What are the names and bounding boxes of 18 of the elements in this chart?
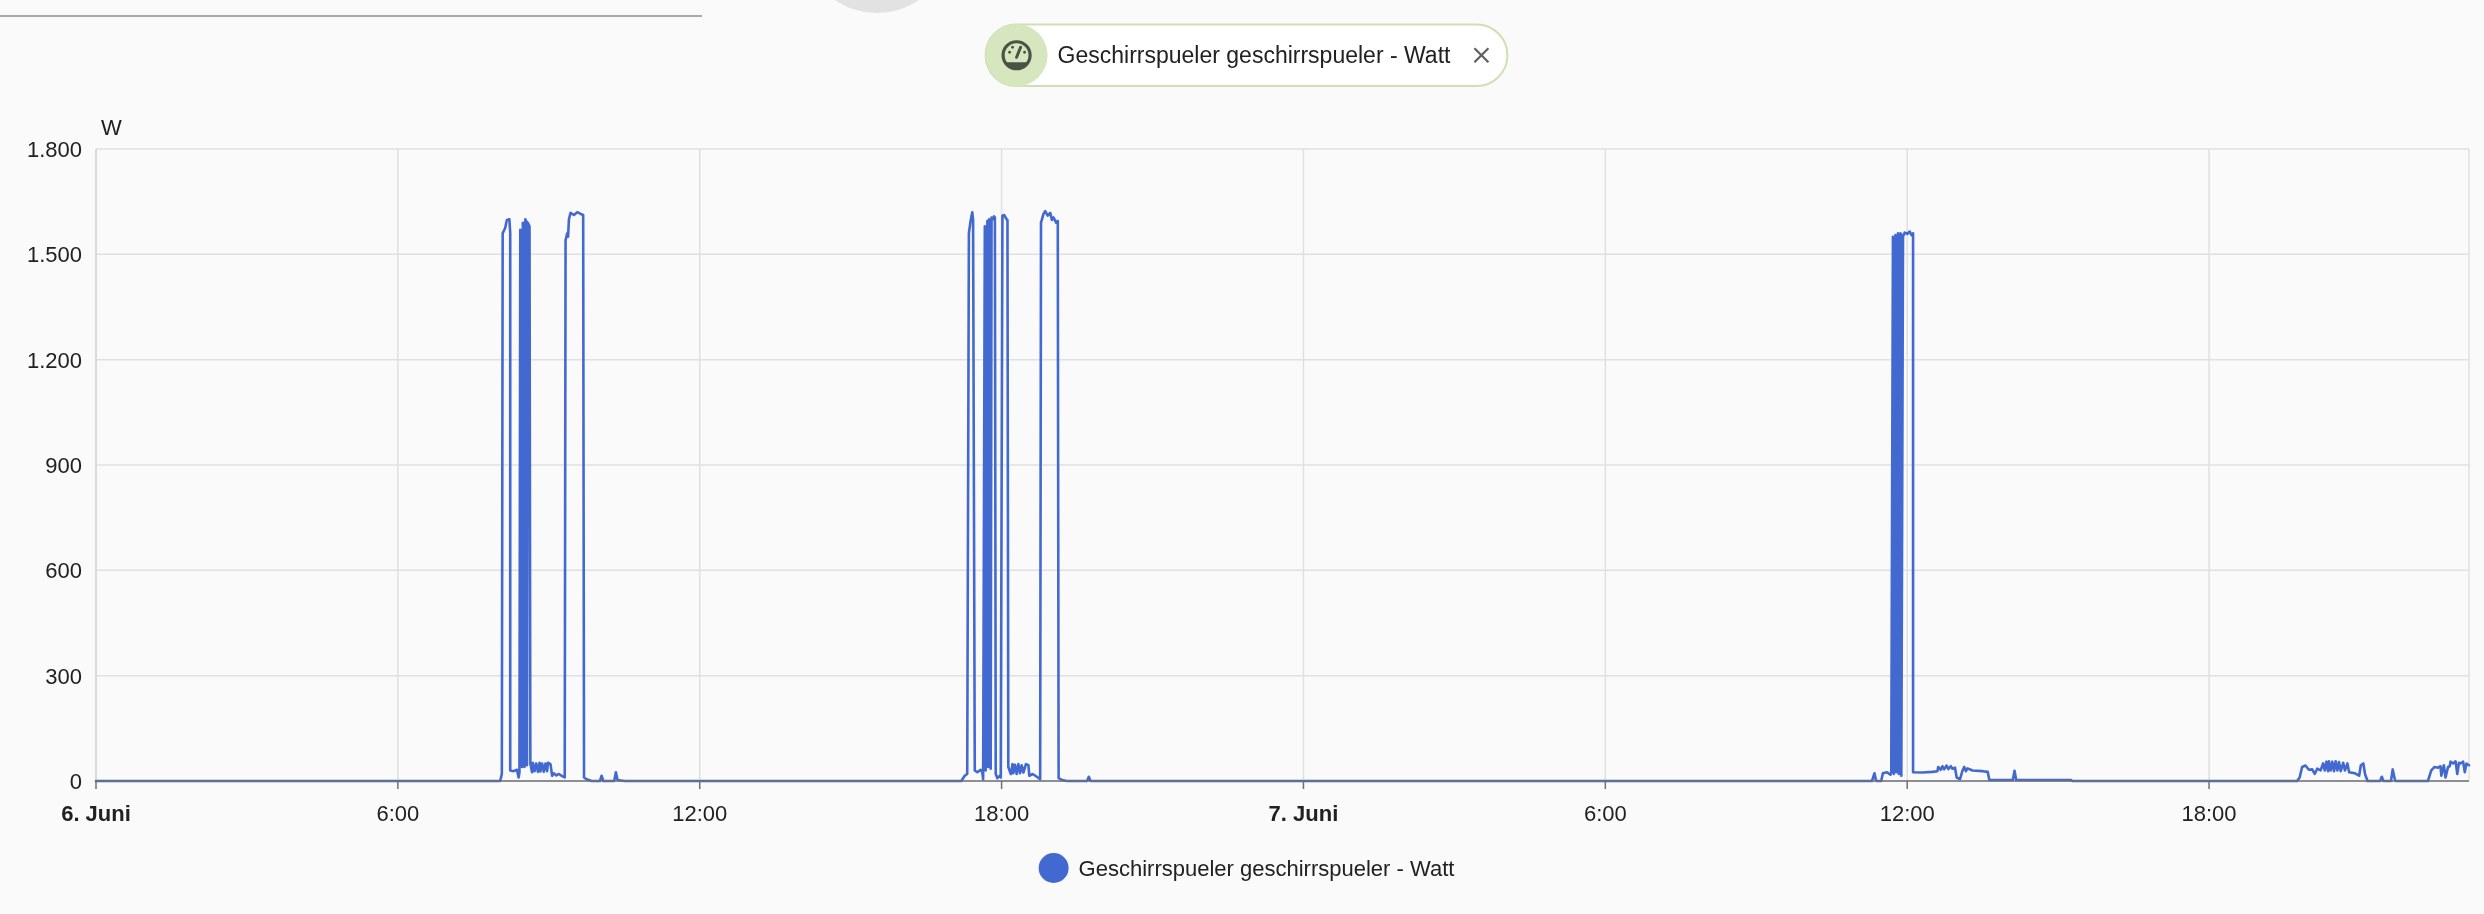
x-tick-label: 12:00 — [1879, 801, 1935, 826]
y-tick-label: 1.500 — [26, 242, 82, 268]
x-tick-label: 6. Juni — [61, 801, 131, 826]
x-tick-label: 12:00 — [672, 801, 728, 826]
y-tick-label: 0 — [69, 769, 82, 794]
x-tick-label: 18:00 — [974, 801, 1030, 826]
y-axis-title: W — [101, 115, 122, 140]
x-tick-label: 6:00 — [1583, 801, 1627, 826]
y-tick-label: 300 — [45, 663, 82, 689]
y-tick-label: 1.800 — [26, 137, 82, 162]
chart-title: Geschirrspueler geschirrspueler - Watt — [1057, 42, 1452, 69]
y-tick-label: 900 — [45, 453, 82, 478]
y-tick-label: 1.200 — [26, 347, 82, 373]
x-tick-label: 18:00 — [2181, 801, 2237, 826]
x-tick-label: 6:00 — [376, 801, 420, 826]
x-tick-label: 7. Juni — [1268, 801, 1339, 826]
y-tick-label: 600 — [45, 558, 82, 584]
legend-label: Geschirrspueler geschirrspueler - Watt — [1078, 856, 1455, 881]
